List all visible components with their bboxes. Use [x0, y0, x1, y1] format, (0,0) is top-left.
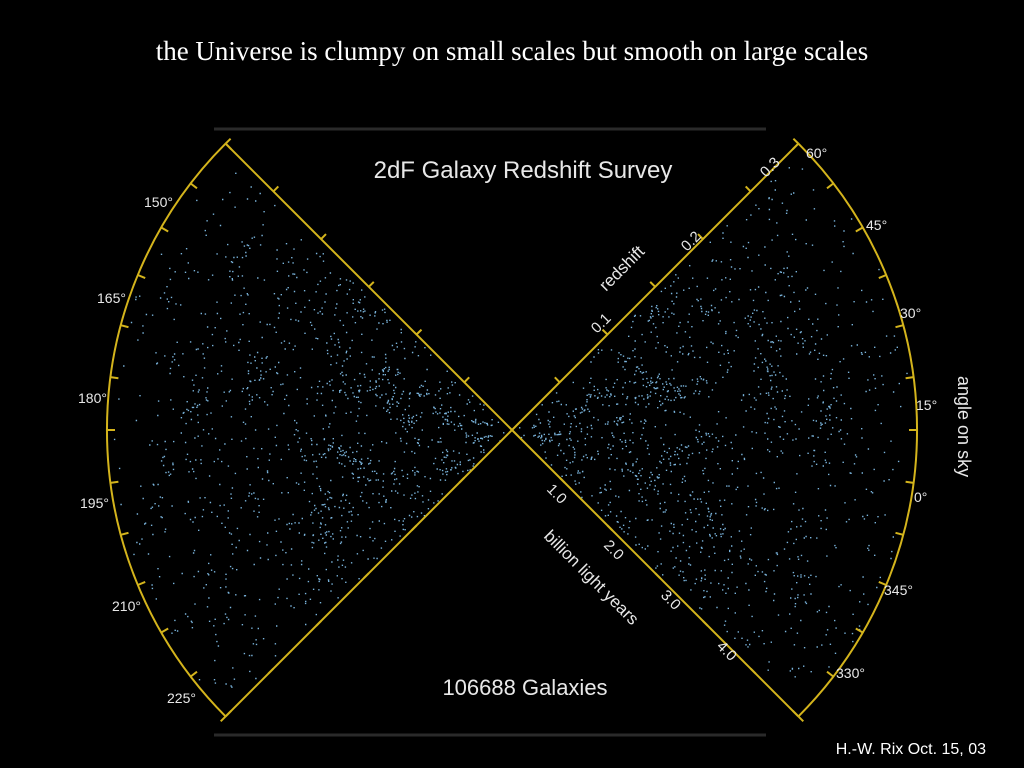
- arc-tick: [791, 142, 800, 151]
- right-angle-label: 345°: [884, 582, 913, 598]
- edge-tick: [415, 328, 423, 336]
- edge-tick: [792, 137, 800, 145]
- edge-tick: [463, 376, 470, 383]
- arc-tick: [905, 480, 914, 484]
- arc-tick: [120, 324, 129, 329]
- edge-tick: [267, 667, 275, 675]
- edge-tick: [601, 328, 609, 336]
- edge-tick: [315, 620, 322, 627]
- edge-tick: [744, 185, 752, 193]
- edge-tick: [458, 476, 466, 484]
- arc-tick: [120, 531, 129, 536]
- arc-tick: [160, 226, 169, 233]
- left-angle-label: 195°: [80, 495, 109, 511]
- right-angle-label: 30°: [900, 305, 921, 321]
- edge-tick: [363, 572, 370, 579]
- left-angle-label: 225°: [167, 690, 196, 706]
- right-angle-label: 45°: [866, 217, 887, 233]
- right-angle-label: 330°: [836, 665, 865, 681]
- edge-tick: [558, 476, 566, 484]
- arc-tick: [826, 670, 834, 678]
- edge-tick: [606, 524, 614, 532]
- arc-tick: [878, 580, 887, 586]
- arc-tick: [895, 531, 904, 536]
- angle-axis-label: angle on sky: [954, 376, 974, 477]
- edge-tick: [749, 667, 757, 675]
- arc-tick: [110, 480, 119, 484]
- edge-tick: [797, 715, 805, 723]
- redshift-tick-label: 0.3: [757, 154, 784, 181]
- edge-tick: [410, 524, 418, 532]
- arc-tick: [826, 182, 834, 190]
- distance-tick-label: 4.0: [713, 638, 740, 665]
- arc-tick: [137, 274, 146, 280]
- left-angle-label: 210°: [112, 598, 141, 614]
- left-angle-label: 165°: [97, 290, 126, 306]
- arc-tick: [878, 274, 887, 280]
- arc-tick: [855, 226, 864, 233]
- arc-tick: [224, 142, 233, 151]
- edge-tick: [649, 281, 656, 288]
- edge-tick: [320, 233, 327, 240]
- arc-tick: [190, 670, 198, 678]
- arc-tick: [905, 376, 914, 380]
- arc-tick: [160, 627, 169, 634]
- distance-tick-label: 3.0: [657, 587, 684, 614]
- arc-tick: [110, 376, 119, 380]
- slide-credit: H.-W. Rix Oct. 15, 03: [835, 741, 986, 758]
- edge-tick: [224, 137, 232, 145]
- galaxy-count-label: 106688 Galaxies: [442, 675, 607, 700]
- edge-tick: [219, 715, 227, 723]
- wedge-axes: [105, 137, 919, 723]
- figure-title: 2dF Galaxy Redshift Survey: [374, 157, 673, 184]
- edge-tick: [272, 185, 280, 193]
- redshift-tick-label: 0.2: [678, 228, 705, 255]
- arc-tick: [190, 182, 198, 190]
- left-angle-label: 150°: [144, 194, 173, 210]
- arc-tick: [855, 627, 864, 634]
- arc-tick: [137, 580, 146, 586]
- slide-title: the Universe is clumpy on small scales b…: [155, 36, 869, 66]
- arc-tick: [224, 709, 233, 718]
- redshift-axis-label: redshift: [595, 242, 648, 295]
- edge-tick: [368, 281, 375, 288]
- edge-tick: [697, 233, 704, 240]
- distance-axis-label: billion light years: [540, 526, 642, 628]
- edge-tick: [702, 620, 709, 627]
- left-angle-label: 180°: [78, 390, 107, 406]
- right-angle-label: 0°: [914, 489, 927, 505]
- right-angle-label: 60°: [806, 145, 827, 161]
- arc-tick: [895, 324, 904, 329]
- left-arc: [105, 142, 227, 718]
- arc-tick: [791, 709, 800, 718]
- right-arc: [797, 142, 919, 718]
- edge-tick: [554, 376, 561, 383]
- edge-tick: [654, 572, 661, 579]
- right-angle-label: 15°: [916, 397, 937, 413]
